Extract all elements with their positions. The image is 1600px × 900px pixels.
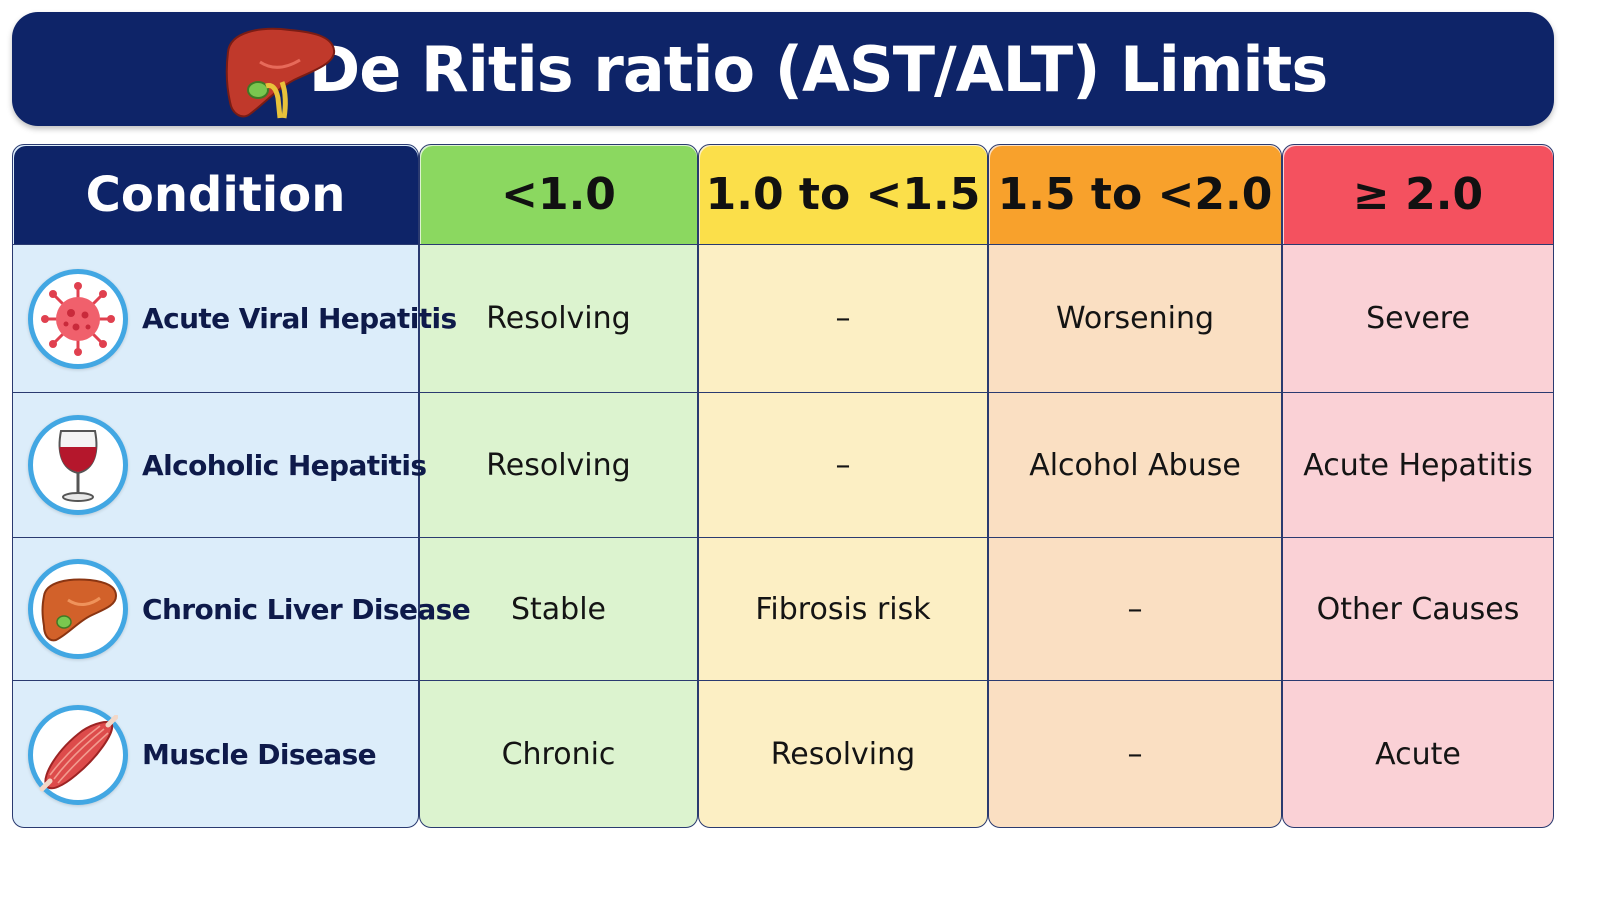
virus-icon xyxy=(28,268,128,369)
table-cell: Stable xyxy=(419,537,698,680)
page-title: De Ritis ratio (AST/ALT) Limits xyxy=(308,32,1328,106)
table-cell: Resolving xyxy=(698,680,988,828)
table-cell: – xyxy=(988,680,1282,828)
table-row: Acute Viral Hepatitis xyxy=(12,244,457,392)
range-column-4 xyxy=(1282,144,1554,828)
table-cell: – xyxy=(698,244,988,392)
ratio-table: Condition <1.0 1.0 to <1.5 1.5 to <2.0 ≥… xyxy=(12,144,1554,834)
range-column-3 xyxy=(988,144,1282,828)
range-header-2: 1.0 to <1.5 xyxy=(699,145,987,244)
range-header-4: ≥ 2.0 xyxy=(1283,145,1553,244)
range-header-1: <1.0 xyxy=(420,145,697,244)
table-row: Chronic Liver Disease xyxy=(12,537,471,680)
muscle-icon xyxy=(28,704,128,805)
table-cell: Resolving xyxy=(419,244,698,392)
wine-glass-icon xyxy=(28,415,128,515)
table-cell: Acute Hepatitis xyxy=(1282,392,1554,537)
condition-label: Acute Viral Hepatitis xyxy=(142,302,457,335)
title-banner: De Ritis ratio (AST/ALT) Limits xyxy=(12,12,1554,126)
condition-label: Alcoholic Hepatitis xyxy=(142,448,427,482)
range-column-2 xyxy=(698,144,988,828)
table-cell: Acute xyxy=(1282,680,1554,828)
table-row: Alcoholic Hepatitis xyxy=(12,392,427,537)
table-cell: Resolving xyxy=(419,392,698,537)
condition-label: Muscle Disease xyxy=(142,738,377,771)
range-header-3: 1.5 to <2.0 xyxy=(989,145,1281,244)
table-cell: Other Causes xyxy=(1282,537,1554,680)
condition-label: Chronic Liver Disease xyxy=(142,592,471,626)
condition-header: Condition xyxy=(13,145,418,244)
table-cell: Worsening xyxy=(988,244,1282,392)
table-cell: – xyxy=(698,392,988,537)
table-cell: Fibrosis risk xyxy=(698,537,988,680)
table-cell: Alcohol Abuse xyxy=(988,392,1282,537)
range-column-1 xyxy=(419,144,698,828)
liver-icon xyxy=(28,559,128,659)
liver-icon xyxy=(225,27,336,119)
table-cell: – xyxy=(988,537,1282,680)
table-cell: Chronic xyxy=(419,680,698,828)
table-cell: Severe xyxy=(1282,244,1554,392)
table-row: Muscle Disease xyxy=(12,680,419,828)
